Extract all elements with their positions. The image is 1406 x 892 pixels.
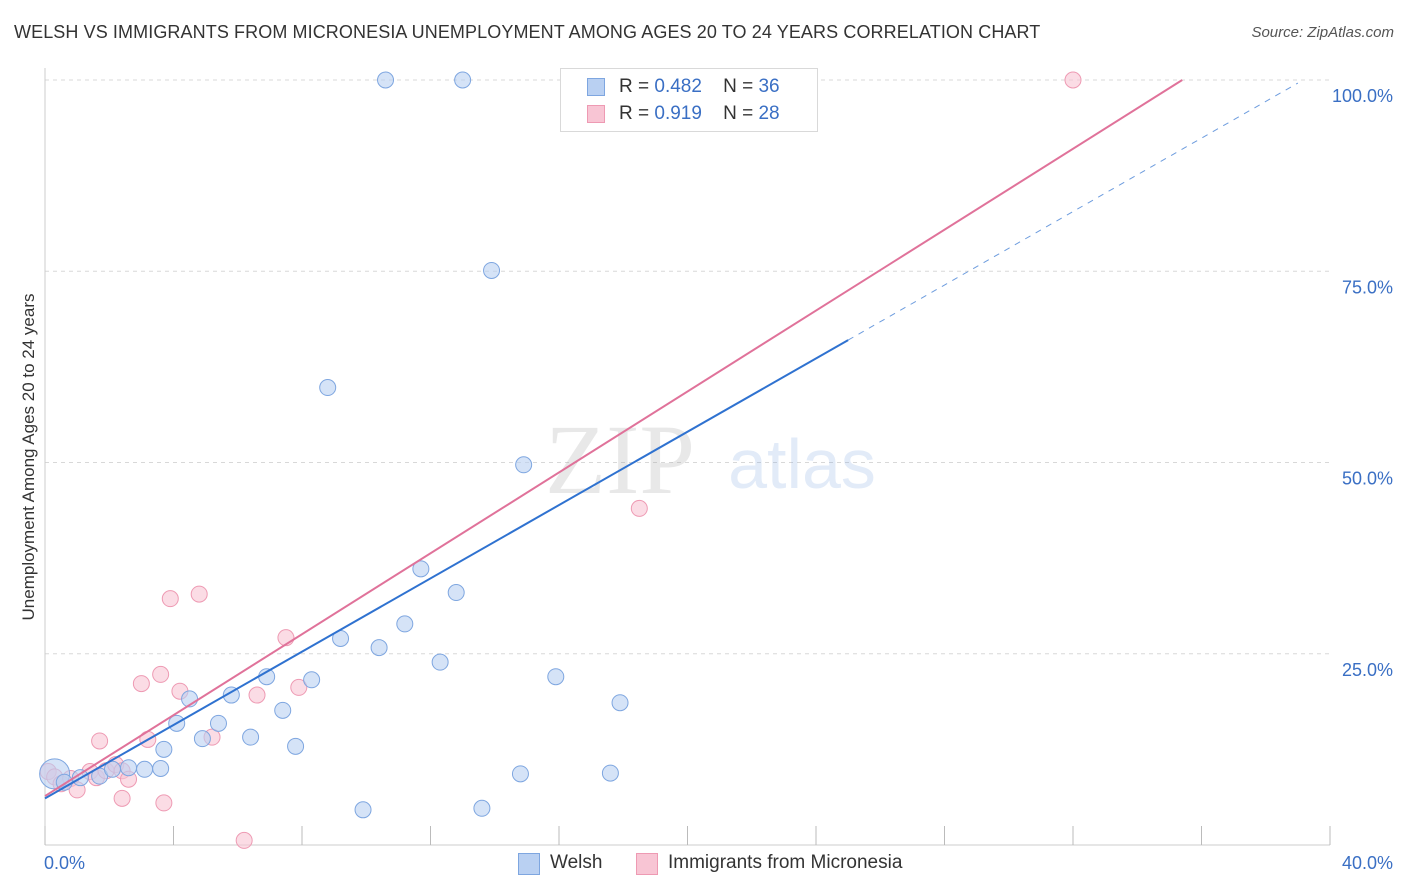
x-tick-label: 40.0% xyxy=(1342,853,1393,873)
legend-n-label: N = xyxy=(723,76,754,97)
legend-r-label: R = xyxy=(619,103,650,124)
trend-line-welsh-extension xyxy=(847,82,1299,341)
watermark-atlas: atlas xyxy=(728,425,876,503)
y-tick-label: 50.0% xyxy=(1342,469,1393,489)
data-point-welsh xyxy=(120,759,138,777)
data-point-welsh xyxy=(136,760,154,778)
data-point-welsh xyxy=(515,456,533,474)
data-point-welsh xyxy=(319,379,337,397)
legend-box: R = 0.482 N = 36 R = 0.919 N = 28 xyxy=(560,68,818,132)
welsh-points xyxy=(39,71,629,819)
trend-line-micronesia xyxy=(44,79,1183,797)
data-point-welsh xyxy=(511,765,529,783)
bottom-legend-swatch-micronesia xyxy=(636,853,658,875)
data-point-micronesia xyxy=(161,590,179,608)
data-point-welsh xyxy=(447,584,465,602)
trend-line-welsh xyxy=(44,339,849,800)
data-point-micronesia xyxy=(113,789,131,807)
legend-r-label: R = xyxy=(619,76,650,97)
bottom-legend-label-welsh: Welsh xyxy=(550,852,603,873)
chart-title: WELSH VS IMMIGRANTS FROM MICRONESIA UNEM… xyxy=(14,22,1041,42)
y-tick-label: 75.0% xyxy=(1342,277,1393,297)
data-point-micronesia xyxy=(1064,71,1082,89)
data-point-welsh xyxy=(152,760,170,777)
data-point-welsh xyxy=(222,686,240,704)
y-tick-labels: 25.0% 50.0% 75.0% 100.0% xyxy=(1332,86,1393,680)
gridlines xyxy=(45,79,1330,655)
legend-n-label: N = xyxy=(723,103,754,124)
data-point-welsh xyxy=(193,730,211,748)
data-point-welsh xyxy=(242,728,260,746)
bottom-legend-label-micronesia: Immigrants from Micronesia xyxy=(668,852,903,873)
data-point-welsh xyxy=(370,639,388,657)
axes xyxy=(44,68,1331,846)
data-point-micronesia xyxy=(290,678,308,696)
data-point-welsh xyxy=(209,714,227,732)
legend-n-value-welsh: 36 xyxy=(758,76,780,97)
data-point-welsh xyxy=(454,71,472,89)
data-point-welsh xyxy=(473,799,491,817)
data-point-micronesia xyxy=(235,831,253,849)
legend-n-value-micronesia: 28 xyxy=(758,103,780,124)
data-point-welsh xyxy=(412,560,430,578)
legend-r-value-welsh: 0.482 xyxy=(654,76,702,97)
source-credit: Source: ZipAtlas.com xyxy=(1251,24,1394,41)
data-point-welsh xyxy=(396,615,414,633)
data-point-welsh xyxy=(377,71,395,89)
data-point-welsh xyxy=(155,740,173,758)
data-point-welsh xyxy=(611,694,629,712)
data-point-welsh xyxy=(601,764,619,782)
data-point-micronesia xyxy=(152,665,170,683)
data-point-welsh xyxy=(354,801,372,819)
data-point-welsh xyxy=(483,261,501,279)
watermark-zip: ZIP xyxy=(545,404,695,515)
bottom-legend-swatch-welsh xyxy=(518,853,540,875)
data-point-micronesia xyxy=(132,675,150,693)
data-point-welsh xyxy=(431,653,449,671)
data-point-welsh xyxy=(274,701,292,719)
data-point-micronesia xyxy=(248,686,266,704)
watermark: ZIP atlas xyxy=(545,404,876,515)
data-point-welsh xyxy=(287,737,305,755)
y-tick-label: 100.0% xyxy=(1332,86,1393,106)
x-tick-label: 0.0% xyxy=(44,853,85,873)
data-point-micronesia xyxy=(91,732,109,750)
trend-lines xyxy=(44,79,1299,800)
x-tick-labels: 0.0% 40.0% xyxy=(44,853,1393,873)
data-point-welsh xyxy=(303,671,321,689)
data-point-micronesia xyxy=(190,585,208,603)
legend-swatch-micronesia xyxy=(587,105,605,123)
legend-swatch-welsh xyxy=(587,78,605,96)
y-axis-label: Unemployment Among Ages 20 to 24 years xyxy=(19,293,38,621)
data-point-micronesia xyxy=(155,794,173,812)
legend-r-value-micronesia: 0.919 xyxy=(654,103,702,124)
data-point-welsh xyxy=(547,668,565,686)
data-point-micronesia xyxy=(630,499,648,517)
y-tick-label: 25.0% xyxy=(1342,660,1393,680)
